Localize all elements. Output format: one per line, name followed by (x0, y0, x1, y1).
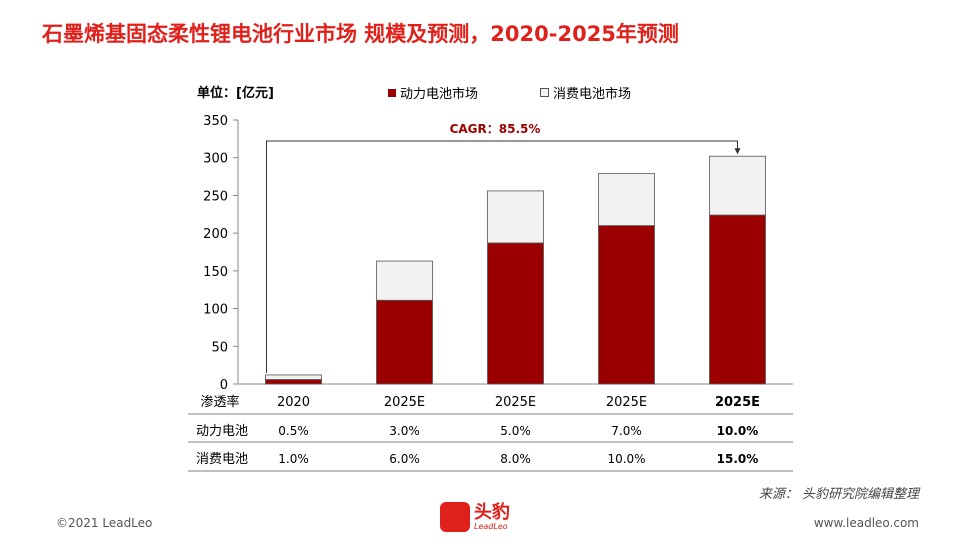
website-link[interactable]: www.leadleo.com (813, 516, 919, 530)
table-cell: 3.0% (389, 424, 420, 438)
table-cell: 15.0% (717, 452, 759, 466)
y-tick-label: 0 (220, 378, 228, 393)
logo-subtext: LeadLeo (474, 521, 508, 531)
unit-label: 单位：[亿元] (197, 86, 274, 101)
logo: 头豹 LeadLeo (440, 502, 510, 532)
legend-consumer-label: 消费电池市场 (553, 87, 632, 102)
cagr-label: CAGR：85.5% (450, 122, 541, 136)
table-cell: 10.0% (717, 424, 759, 438)
y-tick-label: 350 (203, 114, 228, 129)
legend-consumer: 消费电池市场 (540, 83, 631, 102)
bar-power (376, 299, 433, 385)
bar-consumer (709, 155, 766, 216)
cagr-connector (266, 140, 738, 373)
bar-consumer (265, 374, 322, 380)
logo-icon (440, 502, 470, 532)
legend-power-label: 动力电池市场 (400, 87, 479, 102)
page-title: 石墨烯基固态柔性锂电池行业市场 规模及预测，2020-2025年预测 (42, 22, 679, 46)
y-tick-label: 50 (211, 340, 228, 355)
table-row-label: 消费电池 (196, 452, 248, 467)
copyright: ©2021 LeadLeo (56, 516, 153, 530)
logo-text: 头豹 (474, 501, 510, 523)
legend-power: 动力电池市场 (388, 83, 478, 102)
cagr-arrow-head (734, 148, 741, 155)
table-cell: 10.0% (607, 452, 645, 466)
x-tick-label: 2020 (277, 395, 310, 410)
y-tick-label: 200 (203, 227, 228, 242)
y-tick-label: 300 (203, 152, 228, 167)
table-row-label: 动力电池 (196, 424, 248, 439)
x-tick-label: 2025E (384, 395, 425, 410)
table-cell: 5.0% (500, 424, 531, 438)
x-tick-label: 2025E (715, 395, 760, 410)
bar-power (598, 225, 655, 385)
table-cell: 1.0% (278, 452, 309, 466)
bar-consumer (598, 173, 655, 227)
y-tick-label: 250 (203, 189, 228, 204)
table-cell: 8.0% (500, 452, 531, 466)
bar-consumer (487, 190, 544, 244)
table-header-label: 渗透率 (200, 394, 239, 410)
table-cell: 7.0% (611, 424, 642, 438)
x-tick-label: 2025E (495, 395, 536, 410)
y-tick-label: 150 (203, 265, 228, 280)
bar-power (709, 214, 766, 385)
legend-consumer-swatch (540, 88, 549, 97)
table-cell: 0.5% (278, 424, 309, 438)
source-note: 来源： 头豹研究院编辑整理 (758, 487, 919, 502)
bar-power (265, 379, 322, 385)
y-tick-label: 100 (203, 303, 228, 318)
x-tick-label: 2025E (606, 395, 647, 410)
table-cell: 6.0% (389, 452, 420, 466)
bar-consumer (376, 260, 433, 301)
bar-power (487, 242, 544, 385)
legend-power-swatch (388, 88, 396, 97)
